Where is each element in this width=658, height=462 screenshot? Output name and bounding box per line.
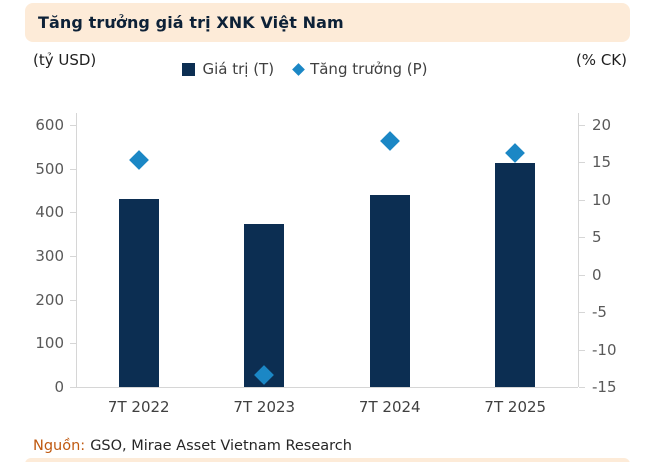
left-axis-tick bbox=[70, 387, 76, 388]
diamond-7T-2024 bbox=[379, 130, 400, 151]
right-axis-tick-label: 20 bbox=[592, 116, 612, 134]
left-axis-tick-label: 300 bbox=[35, 247, 64, 265]
x-axis-category-label: 7T 2024 bbox=[358, 398, 421, 416]
left-axis-tick-label: 400 bbox=[35, 203, 64, 222]
left-axis-tick-label: 100 bbox=[35, 334, 64, 353]
x-axis-category-label: 7T 2025 bbox=[484, 398, 547, 416]
diamond-7T-2025 bbox=[505, 143, 526, 164]
right-axis-tick bbox=[579, 125, 585, 126]
left-axis-tick bbox=[70, 256, 76, 257]
next-section-header-strip bbox=[25, 458, 630, 462]
right-axis-tick-label: -10 bbox=[592, 340, 617, 359]
right-axis-tick bbox=[579, 199, 585, 201]
left-axis-tick-label: 200 bbox=[35, 290, 64, 309]
left-axis-unit-label: (tỷ USD) bbox=[33, 51, 97, 69]
source-text: GSO, Mirae Asset Vietnam Research bbox=[90, 438, 352, 454]
right-axis-unit-label: (% CK) bbox=[575, 51, 627, 69]
right-axis-tick bbox=[579, 162, 585, 164]
diamond-7T-2022 bbox=[128, 150, 149, 171]
chart-title-bar: Tăng trưởng giá trị XNK Việt Nam bbox=[25, 3, 630, 42]
left-axis-tick bbox=[70, 299, 76, 301]
right-axis-tick bbox=[579, 237, 585, 239]
left-axis-tick-label: 500 bbox=[35, 159, 64, 178]
right-axis-tick bbox=[579, 349, 585, 351]
right-axis-tick-label: 0 bbox=[592, 265, 602, 284]
x-axis-line bbox=[76, 387, 578, 388]
left-axis-line bbox=[76, 113, 77, 387]
legend-label-gia-tri: Giá trị (T) bbox=[202, 60, 275, 78]
left-axis-tick bbox=[70, 343, 76, 345]
right-axis-tick-label: -15 bbox=[592, 378, 617, 396]
legend-label-tang-truong: Tăng trưởng (P) bbox=[310, 60, 428, 78]
legend-item-tang-truong: Tăng trưởng (P) bbox=[292, 60, 428, 78]
right-axis-tick bbox=[579, 274, 585, 276]
x-axis-category-label: 7T 2022 bbox=[107, 398, 170, 416]
bar-series-marker-icon bbox=[182, 62, 196, 76]
bar-7T-2024 bbox=[369, 194, 410, 387]
x-axis-category-label: 7T 2023 bbox=[233, 398, 296, 416]
source-note: Nguồn: GSO, Mirae Asset Vietnam Research bbox=[33, 438, 352, 454]
left-axis-tick bbox=[70, 125, 76, 126]
right-axis-tick-label: 10 bbox=[592, 190, 612, 209]
source-prefix: Nguồn: bbox=[33, 438, 86, 454]
bar-7T-2022 bbox=[118, 198, 159, 387]
right-axis-line bbox=[578, 113, 579, 387]
right-axis-tick-label: -5 bbox=[592, 303, 607, 322]
bar-7T-2023 bbox=[244, 224, 285, 387]
left-axis-tick bbox=[70, 168, 76, 170]
chart-title: Tăng trưởng giá trị XNK Việt Nam bbox=[38, 13, 344, 32]
diamond-series-marker-icon bbox=[292, 62, 305, 76]
legend: Giá trị (T) Tăng trưởng (P) bbox=[0, 60, 634, 78]
right-axis-tick-label: 5 bbox=[592, 228, 602, 247]
left-axis-tick bbox=[70, 212, 76, 214]
left-axis-tick-label: 0 bbox=[54, 378, 64, 396]
legend-item-gia-tri: Giá trị (T) bbox=[182, 60, 274, 78]
left-axis-tick-label: 600 bbox=[35, 116, 64, 134]
bar-7T-2025 bbox=[495, 162, 536, 387]
right-axis-tick-label: 15 bbox=[592, 153, 612, 172]
right-axis-tick bbox=[579, 387, 585, 388]
right-axis-tick bbox=[579, 312, 585, 314]
